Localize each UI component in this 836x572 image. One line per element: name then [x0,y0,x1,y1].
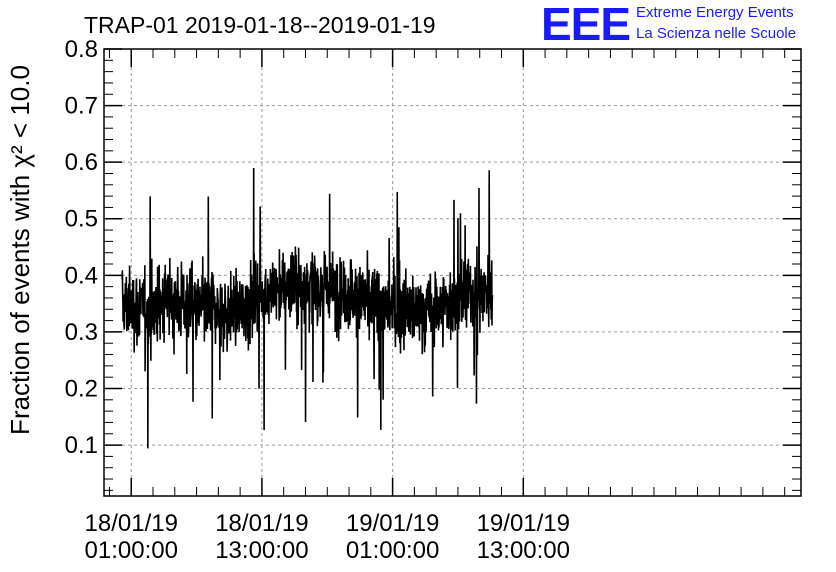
y-tick-label: 0.8 [65,36,98,63]
logo-line-1: Extreme Energy Events [636,4,794,21]
y-tick-label: 0.7 [65,93,98,120]
x-tick-date: 18/01/19 [85,510,178,537]
series-line [121,168,494,449]
grid [104,49,801,496]
y-tick-label: 0.2 [65,375,98,402]
y-tick-label: 0.3 [65,319,98,346]
y-tick-label: 0.1 [65,432,98,459]
chart-title: TRAP-01 2019-01-18--2019-01-19 [84,12,436,38]
logo-line-2: La Scienza nelle Scuole [636,25,796,42]
x-tick-time: 01:00:00 [346,537,439,564]
x-tick-date: 19/01/19 [477,510,570,537]
x-tick-date: 18/01/19 [215,510,308,537]
y-axis-label: Fraction of events with χ² < 10.0 [5,65,35,435]
x-tick-time: 13:00:00 [215,537,308,564]
x-tick-time: 01:00:00 [85,537,178,564]
y-tick-label: 0.6 [65,149,98,176]
y-tick-label: 0.4 [65,262,98,289]
x-tick-date: 19/01/19 [346,510,439,537]
y-tick-label: 0.5 [65,206,98,233]
y-axis: 0.1 0.2 0.3 0.4 0.5 0.6 0.7 0.8 [65,36,801,491]
eee-logo: EEE Extreme Energy Events La Scienza nel… [541,0,796,50]
x-tick-time: 13:00:00 [477,537,570,564]
series-layer [121,168,494,449]
logo-mark: EEE [541,0,630,50]
plot-frame [103,48,802,497]
x-axis: 18/01/1901:00:0018/01/1913:00:0019/01/19… [85,49,786,564]
